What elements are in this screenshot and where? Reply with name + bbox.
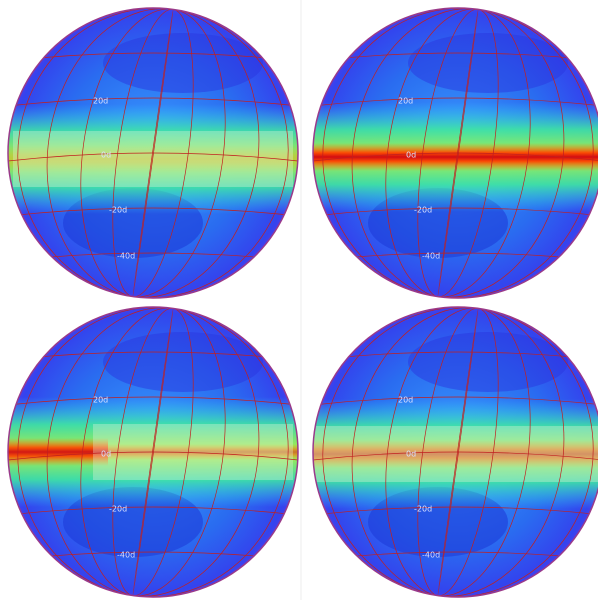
grid-label: 20d [398, 396, 413, 405]
sky-map [313, 8, 598, 298]
grid-label: -40d [117, 551, 135, 560]
parallel [313, 506, 598, 516]
parallel [8, 451, 298, 461]
grid-label: -40d [117, 252, 135, 261]
parallel [8, 152, 298, 162]
grid-label: -20d [109, 505, 127, 514]
dust-void [408, 33, 568, 93]
parallel [313, 207, 598, 217]
parallel [8, 207, 298, 217]
parallel [313, 351, 598, 361]
parallel [313, 52, 598, 62]
galactic-plane [108, 444, 298, 460]
parallel [313, 152, 598, 162]
galactic-plane [8, 438, 108, 466]
sky-map [313, 307, 598, 597]
dust-void [103, 332, 263, 392]
sky-map [8, 307, 298, 597]
grid-label: -20d [414, 206, 432, 215]
parallel [313, 451, 598, 461]
globe-edge [312, 7, 598, 299]
parallel [313, 97, 598, 107]
grid-label: -20d [414, 505, 432, 514]
parallel [8, 52, 298, 62]
globe-edge [312, 306, 598, 598]
grid-label: 20d [93, 396, 108, 405]
grid-label: 0d [406, 450, 416, 459]
grid-label: 20d [93, 97, 108, 106]
grid-label: -40d [422, 551, 440, 560]
parallel [8, 97, 298, 107]
galactic-plane [313, 440, 598, 468]
parallel [8, 396, 298, 406]
grid-label: -20d [109, 206, 127, 215]
parallel [8, 351, 298, 361]
dust-void [408, 332, 568, 392]
parallel [313, 396, 598, 406]
grid-label: 0d [101, 450, 111, 459]
grid-label: 20d [398, 97, 413, 106]
parallel [8, 506, 298, 516]
grid-label: 0d [101, 151, 111, 160]
dust-void [103, 33, 263, 93]
grid-label: 0d [406, 151, 416, 160]
globe-edge [7, 7, 299, 299]
sky-map [8, 8, 298, 298]
grid-label: -40d [422, 252, 440, 261]
globe-edge [7, 306, 299, 598]
